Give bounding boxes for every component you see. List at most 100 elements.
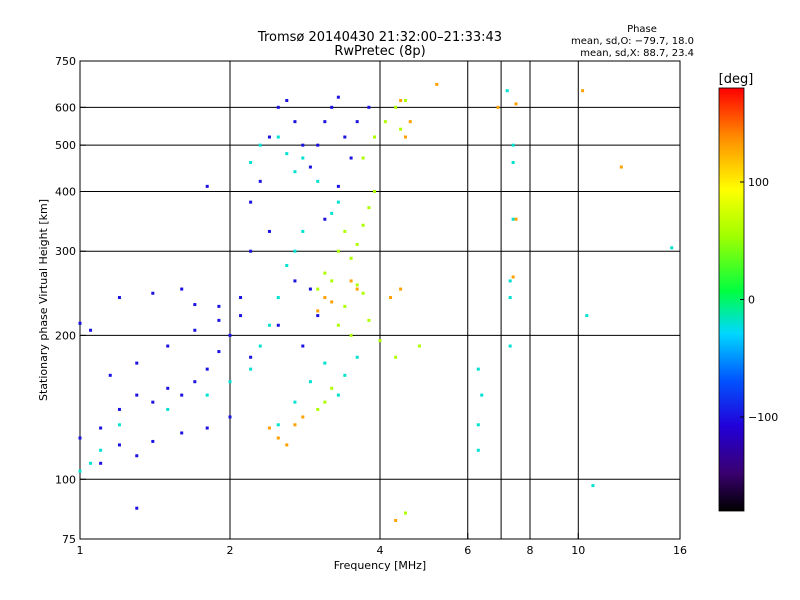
data-point [417, 344, 421, 348]
data-point [389, 296, 393, 300]
y-tick-label: 600 [55, 101, 76, 114]
data-point [511, 275, 515, 279]
phase-stats-x: mean, sd,X: 88.7, 23.4 [580, 48, 694, 59]
data-point [308, 287, 312, 291]
data-point [228, 333, 232, 337]
data-point [323, 361, 327, 365]
data-point [316, 287, 320, 291]
data-point [508, 279, 512, 283]
data-point [336, 95, 340, 99]
data-point [399, 287, 403, 291]
data-point [217, 304, 221, 308]
data-point [349, 279, 353, 283]
data-point [330, 105, 334, 109]
data-point [267, 229, 271, 233]
data-point [323, 400, 327, 404]
y-axis-ticks: 75 100 200 300 400 500 600 750 [55, 55, 86, 546]
data-point [316, 179, 320, 183]
data-point [336, 249, 340, 253]
data-point [89, 328, 93, 332]
data-point [267, 426, 271, 430]
data-point [355, 283, 359, 287]
data-point [316, 143, 320, 147]
data-point [301, 415, 305, 419]
data-point [180, 393, 184, 397]
chart-title: Tromsø 20140430 21:32:00–21:33:43 [257, 30, 502, 45]
data-point [373, 135, 377, 139]
data-point [336, 200, 340, 204]
data-point [349, 156, 353, 160]
data-point [78, 436, 82, 440]
data-point [394, 518, 398, 522]
data-point [330, 386, 334, 390]
data-point [480, 393, 484, 397]
data-point [217, 318, 221, 322]
colorbar-tick-label: −100 [748, 411, 778, 424]
data-point [511, 217, 515, 221]
data-point [258, 344, 262, 348]
data-point [249, 200, 253, 204]
y-tick-label: 200 [55, 329, 76, 342]
data-point [378, 339, 382, 343]
data-point [267, 135, 271, 139]
data-point [78, 321, 82, 325]
data-point [361, 156, 365, 160]
data-point [301, 229, 305, 233]
data-point [228, 380, 232, 384]
data-point [383, 120, 387, 124]
data-point [367, 206, 371, 210]
data-point [367, 105, 371, 109]
y-tick-label: 75 [62, 533, 76, 546]
data-point [476, 367, 480, 371]
data-point [403, 135, 407, 139]
data-point [249, 355, 253, 359]
data-point [285, 152, 289, 156]
data-point [330, 279, 334, 283]
data-point [581, 89, 585, 93]
data-point [193, 328, 197, 332]
x-tick-label: 1 [77, 544, 84, 557]
data-point [117, 423, 121, 427]
colorbar-label: [deg] [719, 72, 754, 87]
data-point [403, 511, 407, 515]
data-point [89, 461, 93, 465]
data-point [308, 165, 312, 169]
data-point [505, 89, 509, 93]
data-point [180, 431, 184, 435]
data-point [293, 249, 297, 253]
data-point [408, 120, 412, 124]
data-point [293, 120, 297, 124]
data-point [394, 355, 398, 359]
data-point [135, 361, 139, 365]
data-point [349, 256, 353, 260]
data-point [239, 314, 243, 318]
x-tick-label: 8 [527, 544, 534, 557]
data-point [435, 82, 439, 86]
data-point [670, 246, 674, 250]
data-point [258, 179, 262, 183]
data-point [293, 423, 297, 427]
data-point [511, 160, 515, 164]
data-point [293, 279, 297, 283]
data-point [205, 393, 209, 397]
data-point [316, 309, 320, 313]
data-point [330, 211, 334, 215]
data-point [330, 300, 334, 304]
data-point [301, 156, 305, 160]
data-point [117, 296, 121, 300]
data-point [285, 99, 289, 103]
data-point [239, 296, 243, 300]
data-point [276, 135, 280, 139]
data-points [78, 82, 674, 522]
data-point [166, 386, 170, 390]
data-point [267, 323, 271, 327]
data-point [476, 423, 480, 427]
data-point [193, 303, 197, 307]
data-point [323, 120, 327, 124]
data-point [193, 380, 197, 384]
data-point [399, 127, 403, 131]
data-point [355, 287, 359, 291]
data-point [343, 135, 347, 139]
data-point [205, 367, 209, 371]
data-point [591, 484, 595, 488]
